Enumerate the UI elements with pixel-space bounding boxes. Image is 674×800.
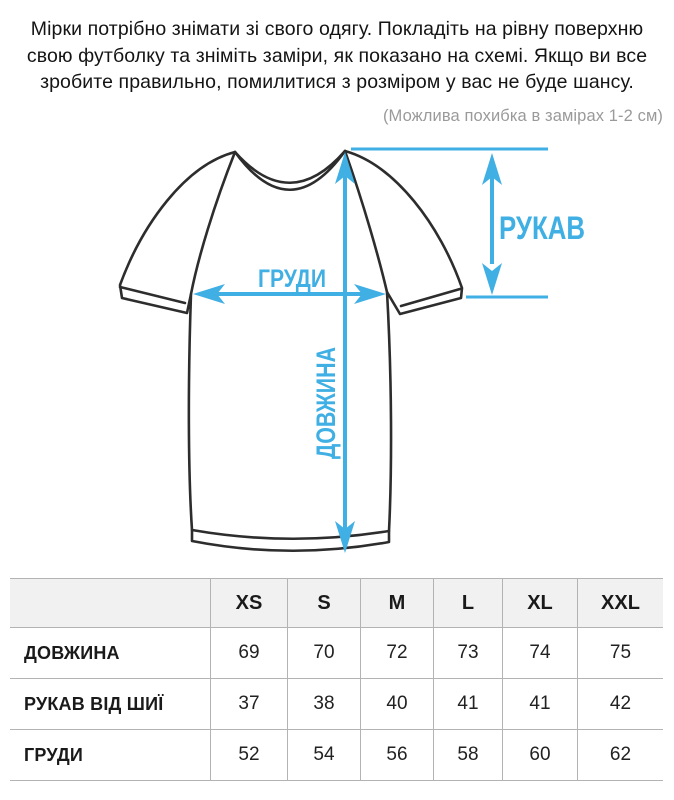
tshirt-outline: [118, 149, 464, 553]
size-value-cell: 75: [577, 628, 663, 678]
sleeve-arrowhead-down: [482, 263, 502, 295]
size-value-cell: 40: [360, 679, 433, 729]
length-arrowhead-up: [335, 152, 355, 184]
size-value-cell: 70: [287, 628, 360, 678]
size-value-cell: 56: [360, 730, 433, 780]
tshirt-measurement-diagram: ГРУДИ РУКАВ ДОВЖИНА: [118, 147, 585, 553]
row-label: РУКАВ ВІД ШИЇ: [24, 693, 164, 714]
size-value-cell: 52: [210, 730, 287, 780]
row-label: ДОВЖИНА: [24, 642, 120, 663]
size-value-cell: 74: [502, 628, 577, 678]
size-value-cell: 54: [287, 730, 360, 780]
size-value-cell: 73: [433, 628, 502, 678]
size-value-cell: 42: [577, 679, 663, 729]
table-row-chest: ГРУДИ 52 54 56 58 60 62: [10, 729, 663, 780]
size-value-cell: 62: [577, 730, 663, 780]
size-column-header-m: M: [360, 579, 433, 627]
size-column-header-s: S: [287, 579, 360, 627]
hem-seam: [190, 528, 391, 541]
size-column-header-l: L: [433, 579, 502, 627]
size-value-cell: 60: [502, 730, 577, 780]
chest-label: ГРУДИ: [258, 265, 326, 293]
tolerance-note: (Можлива похибка в замірах 1-2 см): [382, 107, 663, 125]
sleeve-label: РУКАВ: [499, 210, 585, 246]
intro-line-1: Мірки потрібно знімати зі свого одягу. П…: [30, 18, 644, 40]
table-row-length: ДОВЖИНА 69 70 72 73 74 75: [10, 627, 663, 678]
length-arrowhead-down: [335, 521, 355, 553]
size-column-header-xs: XS: [210, 579, 287, 627]
size-table: XS S M L XL XXL ДОВЖИНА 69 70 72 73 74 7…: [10, 578, 663, 781]
table-row-sleeve: РУКАВ ВІД ШИЇ 37 38 40 41 41 42: [10, 678, 663, 729]
size-value-cell: 38: [287, 679, 360, 729]
chest-arrowhead-right: [354, 284, 386, 304]
size-value-cell: 69: [210, 628, 287, 678]
size-value-cell: 72: [360, 628, 433, 678]
intro-paragraph: Мірки потрібно знімати зі свого одягу. П…: [0, 16, 674, 96]
chest-arrowhead-left: [193, 284, 225, 304]
raglan-seam-right: [343, 149, 389, 294]
corner-cell: [10, 579, 210, 627]
raglan-seam-left: [189, 150, 237, 296]
size-column-header-xl: XL: [502, 579, 577, 627]
row-label: ГРУДИ: [24, 744, 84, 765]
sleeve-arrowhead-up: [482, 153, 502, 185]
intro-line-3: зробите правильно, помилитися з розміром…: [40, 71, 634, 93]
size-value-cell: 41: [433, 679, 502, 729]
size-table-header-row: XS S M L XL XXL: [10, 579, 663, 627]
intro-line-2: свою футболку та зніміть заміри, як пока…: [26, 44, 648, 67]
size-value-cell: 58: [433, 730, 502, 780]
length-label: ДОВЖИНА: [311, 347, 341, 459]
cuff-seam-right: [399, 287, 462, 308]
size-value-cell: 41: [502, 679, 577, 729]
size-value-cell: 37: [210, 679, 287, 729]
collar-inner-line: [233, 149, 347, 191]
size-column-header-xxl: XXL: [577, 579, 663, 627]
cuff-seam-left: [118, 285, 187, 305]
